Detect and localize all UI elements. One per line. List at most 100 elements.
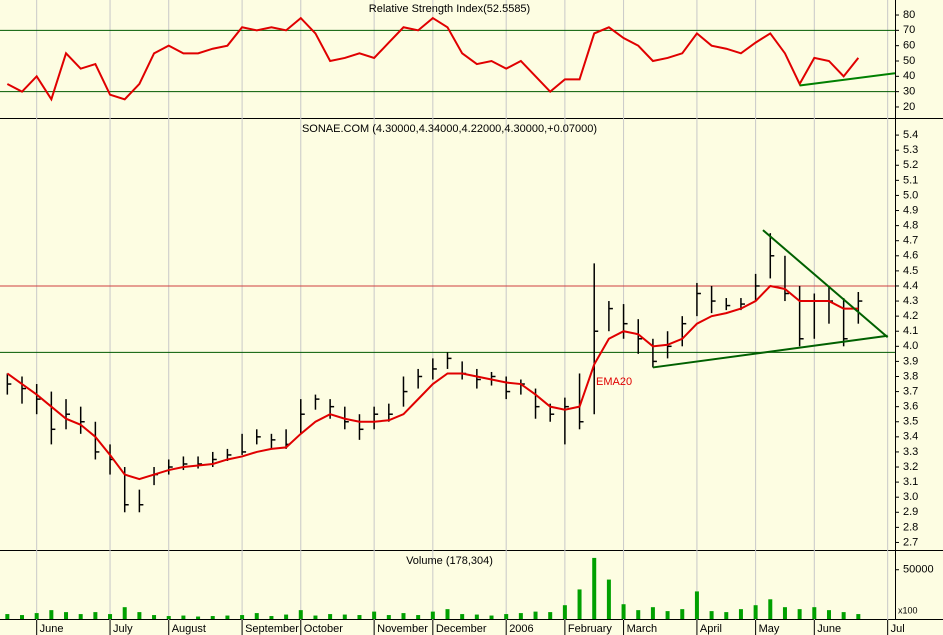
y-tick-label: 40 xyxy=(903,70,915,82)
y-tick-label: 4.0 xyxy=(903,340,918,352)
volume-bar xyxy=(298,610,303,619)
y-tick-label: 20 xyxy=(903,101,915,113)
volume-bar xyxy=(562,605,567,619)
panel-title: SONAE.COM (4.30000,4.34000,4.22000,4.300… xyxy=(302,123,597,135)
volume-bar xyxy=(665,611,670,619)
volume-bar xyxy=(680,609,685,619)
y-tick-label: 2.9 xyxy=(903,506,918,518)
trend-line xyxy=(799,72,896,87)
rsi-line xyxy=(6,16,860,102)
volume-bar xyxy=(152,615,157,619)
y-tick-label: 2.8 xyxy=(903,521,918,533)
volume-bar xyxy=(548,612,553,619)
y-tick-label: 5.1 xyxy=(903,174,918,186)
volume-bar xyxy=(592,557,597,619)
y-tick-label: 4.2 xyxy=(903,310,918,322)
x-axis-band xyxy=(0,620,943,635)
x-tick-label: November xyxy=(377,623,428,635)
trend-line xyxy=(652,334,888,369)
y-tick-label: 30 xyxy=(903,86,915,98)
volume-bar xyxy=(166,616,171,619)
y-tick-label: 3.1 xyxy=(903,476,918,488)
trend-line xyxy=(762,229,889,339)
volume-bar xyxy=(181,615,186,619)
y-tick-label: 3.3 xyxy=(903,446,918,458)
y-tick-label: 4.6 xyxy=(903,250,918,262)
panel-title: Volume (178,304) xyxy=(406,555,493,567)
volume-bar xyxy=(430,611,435,619)
y-tick-label: 50000 xyxy=(903,564,934,576)
x-tick-label: October xyxy=(304,623,343,635)
x-tick-label: May xyxy=(759,623,780,635)
y-tick-label: 4.9 xyxy=(903,204,918,216)
y-tick-label: 4.5 xyxy=(903,265,918,277)
volume-bar xyxy=(812,607,817,619)
volume-bar xyxy=(621,604,626,619)
x-tick-label: March xyxy=(627,623,658,635)
y-tick-label: 2.7 xyxy=(903,536,918,548)
ema-line xyxy=(6,284,859,481)
volume-bar xyxy=(137,612,142,619)
volume-bar xyxy=(342,614,347,619)
volume-bar xyxy=(768,599,773,619)
x-tick-label: February xyxy=(568,623,613,635)
x-tick-label: December xyxy=(436,623,487,635)
y-tick-label: 3.6 xyxy=(903,401,918,413)
volume-bar xyxy=(474,614,479,619)
y-tick-label: 3.7 xyxy=(903,385,918,397)
volume-bar xyxy=(489,615,494,619)
y-tick-label: 3.0 xyxy=(903,491,918,503)
y-tick-label: 50 xyxy=(903,55,915,67)
volume-bar xyxy=(49,610,54,619)
volume-bar xyxy=(328,614,333,619)
y-tick-label: 70 xyxy=(903,24,915,36)
volume-bar xyxy=(254,613,259,619)
volume-bar xyxy=(650,607,655,619)
volume-bar xyxy=(753,605,758,619)
y-tick-label: 5.3 xyxy=(903,144,918,156)
y-tick-label: 4.3 xyxy=(903,295,918,307)
x-tick-label: July xyxy=(113,623,133,635)
volume-bar xyxy=(386,615,391,619)
volume-bar xyxy=(34,613,39,619)
y-tick-label: 4.1 xyxy=(903,325,918,337)
volume-bar xyxy=(225,615,230,619)
x-tick-label: August xyxy=(172,623,206,635)
volume-bar xyxy=(78,614,83,619)
volume-bar xyxy=(518,613,523,619)
volume-bar xyxy=(416,615,421,619)
volume-bar xyxy=(313,615,318,619)
series-label: EMA20 xyxy=(596,376,632,388)
volume-bar xyxy=(93,612,98,619)
volume-bar xyxy=(724,612,729,619)
y-tick-label: 5.2 xyxy=(903,159,918,171)
volume-bar xyxy=(694,591,699,619)
volume-bar xyxy=(738,609,743,619)
y-tick-label: 5.0 xyxy=(903,189,918,201)
x-tick-label: September xyxy=(245,623,299,635)
volume-bar xyxy=(372,611,377,619)
volume-bar xyxy=(577,589,582,619)
volume-bar xyxy=(284,614,289,619)
x-tick-label: June xyxy=(817,623,841,635)
volume-bar xyxy=(782,607,787,619)
y-tick-label: 4.8 xyxy=(903,220,918,232)
y-tick-label: 60 xyxy=(903,40,915,52)
volume-bar xyxy=(460,614,465,619)
volume-bar xyxy=(826,610,831,619)
volume-bar xyxy=(533,611,538,619)
volume-bar xyxy=(64,612,69,619)
y-tick-label: 80 xyxy=(903,9,915,21)
volume-bar xyxy=(269,616,274,619)
volume-bar xyxy=(401,613,406,619)
volume-bar xyxy=(122,607,127,619)
unit-label: x100 xyxy=(898,605,918,615)
volume-bar xyxy=(5,614,10,619)
volume-bar xyxy=(606,579,611,619)
y-tick-label: 4.4 xyxy=(903,280,918,292)
volume-bar xyxy=(797,609,802,619)
y-tick-label: 3.4 xyxy=(903,431,918,443)
y-tick-label: 3.8 xyxy=(903,370,918,382)
